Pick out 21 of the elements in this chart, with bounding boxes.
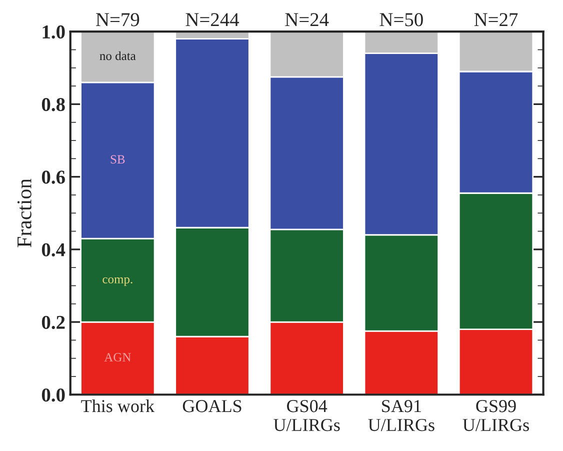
y-tick-label: 1.0 (42, 25, 65, 39)
annotation: N=50 (380, 13, 423, 26)
y-tick-label: 0.0 (42, 388, 65, 402)
annotation: N=24 (285, 13, 329, 26)
series-label: no data (100, 51, 136, 60)
x-tick-label: GS04 U/LIRGs (274, 400, 340, 432)
y-axis-title: Fraction (17, 178, 32, 248)
y-tick-label: 0.6 (42, 170, 65, 184)
series-label: SB (110, 155, 125, 164)
y-tick-label: 0.4 (42, 243, 66, 256)
x-tick-label: SA91 U/LIRGs (368, 400, 434, 432)
series-label: comp. (102, 277, 132, 286)
y-tick-label: 0.2 (42, 316, 65, 330)
y-tick-label: 0.8 (42, 98, 65, 112)
series-label: AGN (104, 353, 131, 362)
x-tick-label: This work (81, 399, 155, 412)
annotation: N=244 (186, 13, 240, 26)
annotation: N=27 (474, 13, 518, 26)
x-tick-label: GOALS (182, 400, 242, 412)
annotation: N=79 (96, 13, 140, 26)
x-tick-label: GS99 U/LIRGs (462, 400, 529, 432)
